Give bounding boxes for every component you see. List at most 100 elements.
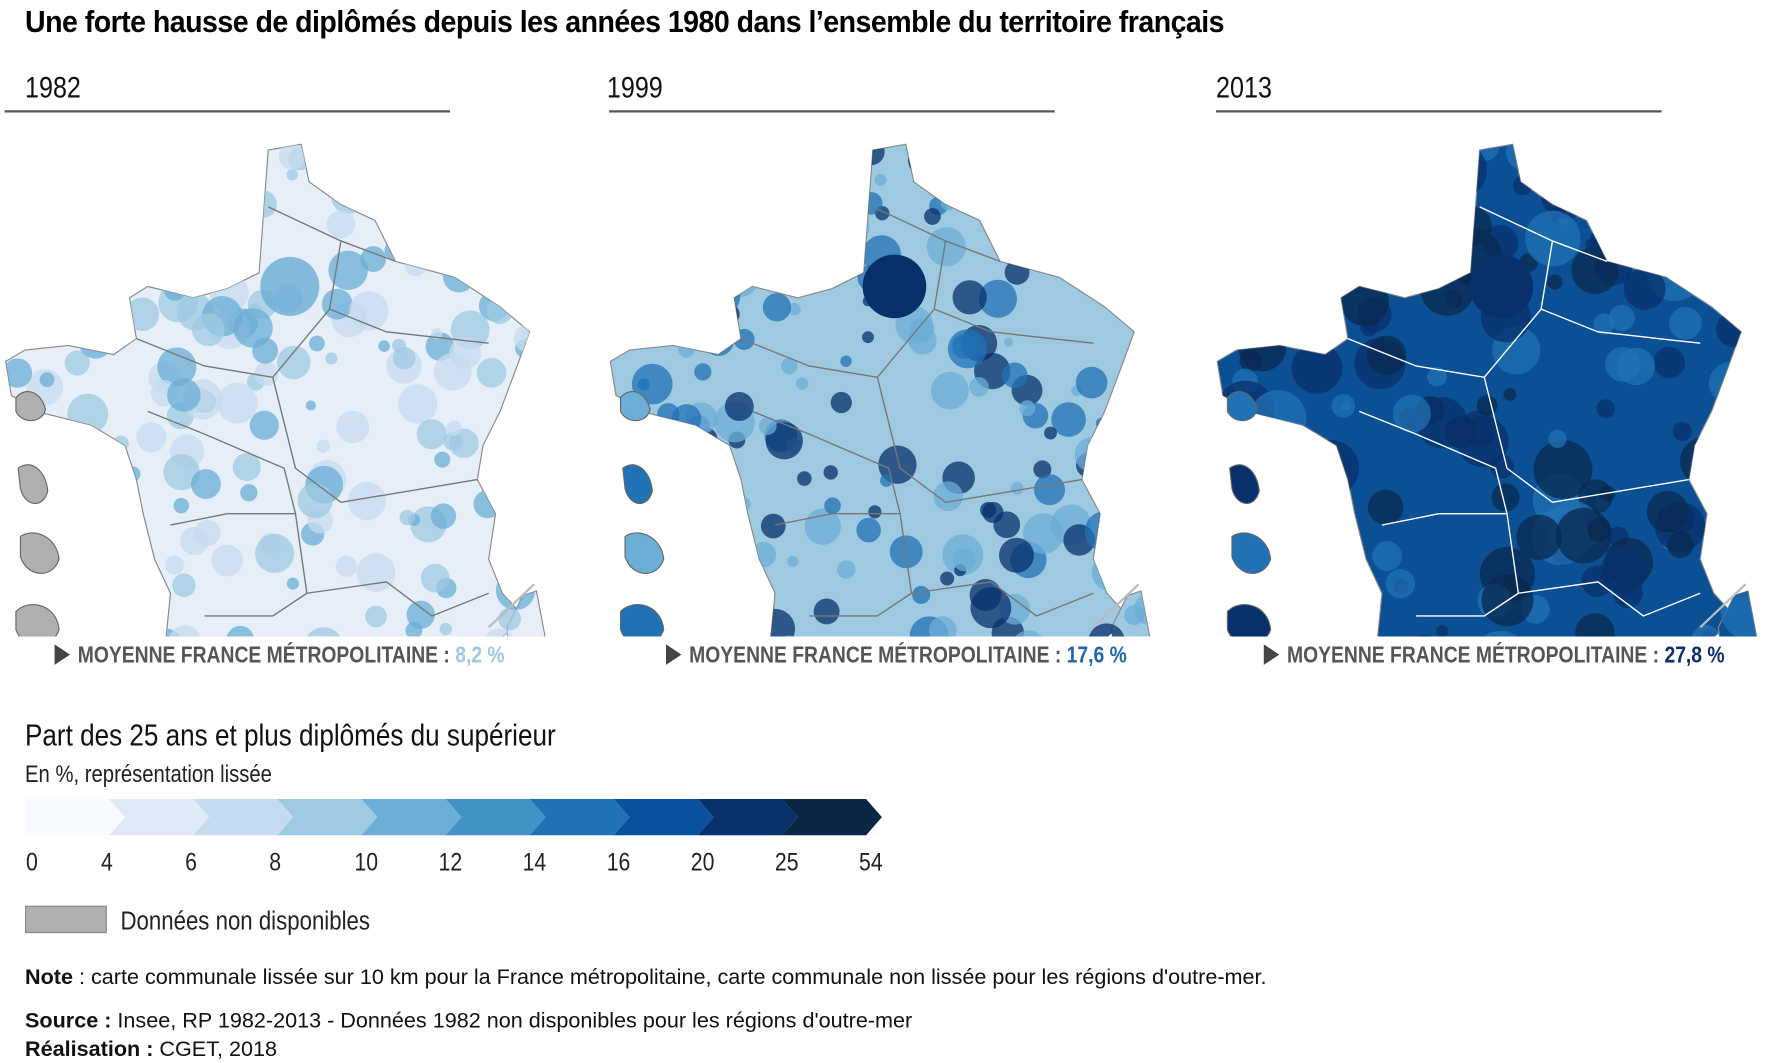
density-blob (1407, 144, 1467, 198)
region-border (774, 513, 913, 594)
scale-class (529, 798, 630, 836)
density-blob (1587, 144, 1614, 168)
density-blob (498, 607, 522, 631)
density-blob (788, 302, 801, 316)
density-blob (254, 361, 279, 386)
density-blob (720, 258, 759, 298)
scale-tick: 14 (522, 847, 547, 877)
density-blob (952, 548, 976, 572)
density-blob (233, 308, 273, 348)
density-blob (1045, 235, 1060, 250)
density-blob (1001, 362, 1028, 389)
region-border (1518, 581, 1701, 617)
density-blob (1543, 162, 1587, 206)
density-blob (1729, 212, 1751, 235)
density-blob (1075, 366, 1108, 399)
density-blob (1680, 436, 1730, 487)
region-border (1483, 377, 1689, 504)
density-blob (1051, 402, 1086, 437)
density-blob (1638, 163, 1653, 178)
density-blob (521, 312, 546, 348)
density-blob (416, 144, 426, 154)
density-blob (1548, 429, 1567, 449)
density-blob (190, 205, 208, 224)
density-blob (659, 499, 689, 530)
density-blob (13, 185, 54, 226)
density-blob (401, 217, 441, 257)
density-blob (1630, 185, 1663, 218)
density-blob (1667, 531, 1694, 558)
density-blob (681, 209, 700, 228)
region-border (1416, 592, 1519, 617)
overseas-region (619, 391, 651, 422)
region-border (328, 240, 489, 344)
density-blob (687, 499, 727, 538)
density-blob (830, 391, 852, 414)
density-blob (738, 207, 775, 244)
density-blob (1691, 624, 1720, 637)
density-blob (1124, 604, 1145, 626)
density-blob (1217, 169, 1251, 209)
density-blob (1033, 474, 1066, 506)
density-blob (1314, 144, 1361, 172)
density-blob (1084, 169, 1100, 185)
density-blob (1095, 417, 1108, 430)
density-blob (698, 161, 714, 177)
density-blob (1144, 602, 1151, 612)
density-blob (232, 453, 261, 482)
density-blob (439, 622, 453, 636)
density-blob (314, 160, 326, 172)
density-blob (167, 378, 201, 412)
density-blob (516, 144, 546, 180)
density-blob (327, 164, 346, 183)
density-blob (1340, 278, 1389, 327)
density-blob (1132, 370, 1151, 397)
density-blob (164, 555, 185, 575)
region-border (752, 410, 901, 514)
region-border (1540, 240, 1701, 344)
density-blob (1420, 261, 1475, 316)
density-blob (107, 539, 149, 580)
density-blob (762, 293, 792, 322)
density-blob (1278, 563, 1321, 607)
density-blob (276, 345, 311, 380)
density-blob (1741, 338, 1758, 355)
density-blob (157, 347, 197, 387)
density-blob (14, 149, 24, 160)
density-blob (1646, 490, 1689, 533)
density-blob (1516, 514, 1562, 560)
density-blob (1298, 478, 1312, 491)
density-blob (610, 256, 633, 283)
overseas-region (1231, 532, 1272, 574)
overseas-region (1226, 603, 1272, 637)
density-blob (940, 571, 955, 586)
density-blob (1664, 163, 1707, 206)
density-blob (924, 208, 941, 225)
density-blob (1457, 416, 1509, 468)
year-divider (1216, 110, 1662, 112)
density-blob (33, 247, 62, 276)
density-blob (39, 372, 55, 388)
density-blob (218, 223, 235, 240)
density-blob (473, 144, 502, 171)
density-blob (816, 144, 852, 166)
density-blob (1406, 144, 1458, 192)
density-blob (1653, 346, 1686, 379)
density-blob (1738, 471, 1752, 485)
overseas-region (15, 391, 47, 422)
density-blob (720, 325, 735, 340)
density-blob (1617, 188, 1630, 201)
density-blob (724, 392, 754, 421)
density-blob (1235, 233, 1249, 247)
density-blob (781, 357, 798, 375)
density-blob (1618, 563, 1637, 582)
density-blob (278, 144, 306, 170)
density-blob (1324, 255, 1334, 265)
density-blob (321, 288, 353, 320)
scale-tick: 8 (269, 847, 282, 877)
density-blob (430, 167, 464, 201)
density-blob (632, 145, 648, 161)
density-blob (1692, 213, 1721, 242)
density-blob (416, 419, 447, 450)
region-border (1381, 513, 1520, 594)
